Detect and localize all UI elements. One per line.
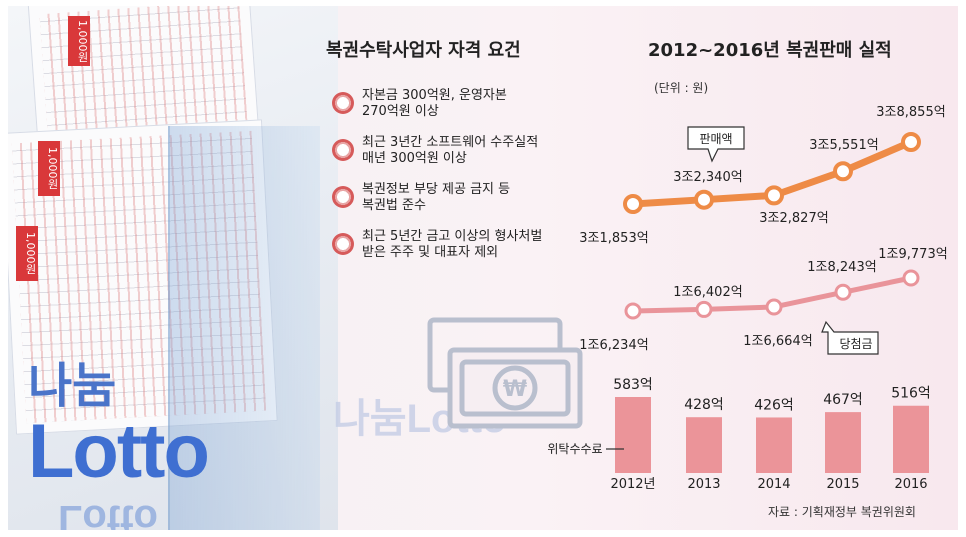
banknote-icon: ₩ [427,317,583,429]
fee-data-label: 428억 [684,397,724,413]
lotto-logo: Lotto [28,408,210,495]
sales-data-label: 3조1,853억 [579,231,648,246]
sales-data-label: 3조8,855억 [876,105,945,120]
requirements-title: 복권수탁사업자 자격 요건 [326,40,521,61]
prize-data-label: 1조6,234억 [579,338,648,353]
fee-data-label: 583억 [613,377,653,393]
prize-legend-label: 당첨금 [839,337,872,351]
fee-data-label: 516억 [891,386,931,402]
fee-data-label: 467억 [823,392,863,408]
infographic-frame: 1,000원 1,000원 1,000원 나눔 Lotto Lotto 나눔Lo… [8,6,958,530]
sales-point [764,185,784,206]
circle-bullet-icon [332,233,354,255]
sales-data-label: 3조5,551억 [809,138,878,153]
prize-data-label: 1조9,773억 [878,247,947,262]
circle-bullet-icon [332,139,354,161]
prize-data-label: 1조6,402억 [673,285,742,300]
fee-bar [893,405,929,473]
unit-label: (단위 : 원) [654,81,709,95]
x-tick-label: 2013 [687,477,720,492]
x-tick-label: 2014 [757,477,790,492]
x-tick-label: 2012년 [610,477,655,492]
svg-text:₩: ₩ [503,377,527,402]
fee-data-label: 426억 [754,397,794,413]
sales-point [833,161,853,182]
fee-bar [825,412,861,473]
fee-bar [686,417,722,473]
sales-data-label: 3조2,827억 [759,211,828,226]
x-tick-label: 2016 [894,477,927,492]
sales-chart: 3조1,853억 3조2,340억 3조2,827억 3조5,551억 3조8,855억… [547,105,947,492]
sales-point [901,132,921,152]
sales-point [623,194,643,214]
sales-data-label: 3조2,340억 [673,170,742,185]
slip-red-strip: 1,000원 [16,226,38,281]
sales-point [694,189,714,210]
prize-data-label: 1조6,664억 [743,334,812,349]
fee-legend-label: 위탁수수료 [547,442,602,456]
lotto-logo-text: Lotto [28,409,210,494]
prize-data-label: 1조8,243억 [807,260,876,275]
chart-title: 2012~2016년 복권판매 실적 [648,40,892,61]
prize-callout-box [821,320,879,355]
fee-bar [756,417,792,473]
circle-bullet-icon [332,186,354,208]
sales-legend-label: 판매액 [699,132,732,146]
source-note: 자료 : 기획재정부 복권위원회 [768,505,916,519]
fee-bar [615,397,651,473]
slip-red-strip: 1,000원 [38,141,60,196]
prize-point [834,283,852,301]
prize-point [902,269,920,287]
prize-point [695,300,713,318]
sales-callout-box [687,126,745,163]
prize-point [765,298,783,316]
slip-red-strip: 1,000원 [68,16,90,66]
nanum-logo-text: 나눔 [28,358,117,414]
glass-reflection [168,126,320,530]
x-tick-label: 2015 [826,477,859,492]
lottery-slip-photo: 1,000원 1,000원 1,000원 나눔 Lotto Lotto [8,6,338,530]
prize-point [624,302,642,320]
circle-bullet-icon [332,92,354,114]
